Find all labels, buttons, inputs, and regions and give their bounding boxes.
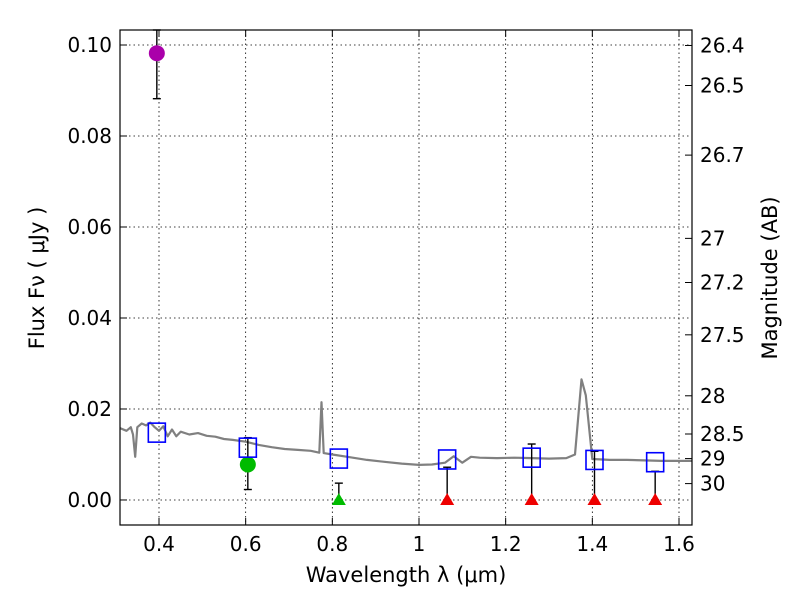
y2-tick-label: 26.7: [700, 143, 745, 167]
x-tick-label: 0.8: [316, 532, 348, 556]
y2-tick-label: 29: [700, 447, 725, 471]
model-flux-square: [238, 437, 258, 458]
data-markers: [147, 45, 665, 505]
y-axis-label: Flux Fν ( μJy ): [25, 207, 49, 350]
y-tick-label: 0.08: [67, 124, 112, 148]
x-axis-label: Wavelength λ (μm): [306, 563, 507, 587]
y2-tick-label: 26.4: [700, 33, 745, 57]
y-tick-label: 0.02: [67, 397, 112, 421]
y2-tick-label: 27.5: [700, 323, 745, 347]
y2-tick-label: 30: [700, 472, 725, 496]
y-tick-label: 0.06: [67, 215, 112, 239]
x-tick-label: 0.4: [143, 532, 175, 556]
upper-limit-triangle: [524, 492, 539, 505]
model-flux-square: [585, 449, 604, 471]
model-flux-square: [522, 447, 541, 468]
model-flux-square: [437, 449, 457, 470]
y2-tick-label: 27.2: [700, 271, 745, 295]
upper-limit-triangle: [587, 492, 602, 505]
x-tick-label: 1.4: [576, 532, 608, 556]
y2-tick-label: 27: [700, 226, 725, 250]
upper-limit-triangle: [331, 492, 346, 505]
detection-point: [148, 45, 165, 62]
template-spectrum-line: [119, 378, 692, 466]
plot-frame: [119, 29, 693, 526]
axis-ticks: 0.4 0.6 0.8 1 1.2 1.4 1.6 0.00 0.02 0.04 0.06 0.08 0…: [67, 30, 745, 556]
x-tick-label: 0.6: [230, 532, 262, 556]
x-tick-label: 1.2: [490, 532, 522, 556]
model-flux-square: [329, 448, 349, 469]
y2-axis-label: Magnitude (AB): [758, 196, 782, 359]
y2-tick-label: 28: [700, 384, 725, 408]
error-bars: [152, 29, 660, 501]
detection-point: [239, 456, 256, 473]
upper-limit-triangle: [648, 492, 663, 505]
y-tick-label: 0.10: [67, 33, 112, 57]
model-flux-square: [645, 451, 665, 473]
model-flux-square: [147, 422, 167, 443]
y-tick-label: 0.04: [67, 306, 112, 330]
y2-tick-label: 28.5: [700, 422, 745, 446]
template-spectrum: [119, 378, 692, 466]
y-tick-label: 0.00: [67, 488, 112, 512]
x-tick-label: 1.6: [663, 532, 695, 556]
upper-limit-triangle: [440, 492, 455, 505]
grid: [120, 30, 692, 525]
y2-tick-label: 26.5: [700, 74, 745, 98]
x-tick-label: 1: [413, 532, 426, 556]
